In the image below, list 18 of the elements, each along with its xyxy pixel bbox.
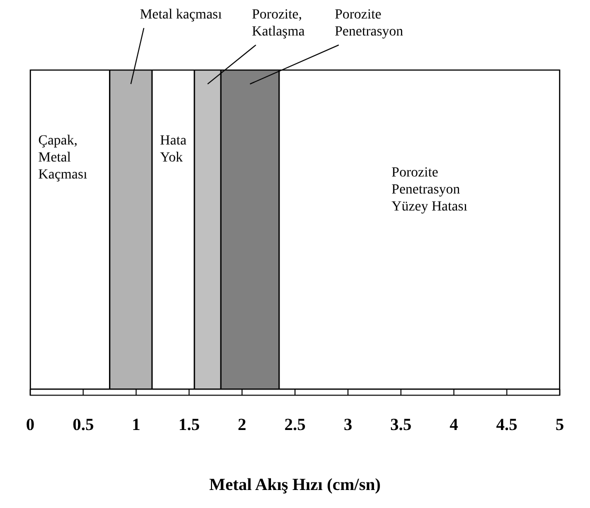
x-tick-label: 4.5 (496, 414, 518, 434)
series-label: Hata Yok (160, 134, 188, 166)
x-tick-label: 3 (344, 414, 352, 434)
x-tick-label: 2 (238, 414, 246, 434)
x-tick-label: 0 (26, 414, 34, 434)
x-axis-title: Metal Akış Hızı (cm/sn) (209, 475, 381, 494)
x-tick-label: 1 (132, 414, 140, 434)
x-tick-label: 0.5 (72, 414, 94, 434)
text: Metal kaçması (140, 8, 222, 23)
x-tick-label: 4 (450, 414, 459, 434)
text: Porozite Penetrasyon (334, 8, 404, 40)
series-label: Çapak, Metal Kaçması (38, 134, 88, 183)
x-tick-label: 2.5 (284, 414, 306, 434)
text: Porozite, Katlaşma (252, 8, 306, 40)
x-tick-label: 5 (556, 414, 564, 434)
x-tick-label: 3.5 (390, 414, 412, 434)
x-tick-label: 1.5 (178, 414, 200, 434)
series-label: Porozite Penetrasyon Yüzey Hatası (392, 165, 468, 214)
